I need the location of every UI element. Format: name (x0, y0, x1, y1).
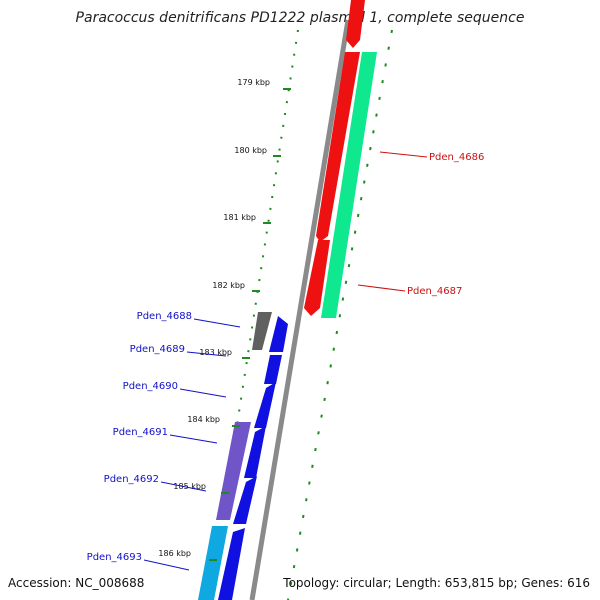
topology-summary: Topology: circular; Length: 653,815 bp; … (282, 576, 590, 590)
label-leader-line (160, 481, 207, 492)
label-leader-line (179, 388, 227, 398)
gene-pden-4686[interactable] (316, 52, 360, 242)
accession-text: Accession: NC_008688 (8, 576, 144, 590)
gene-pden-4691[interactable] (216, 422, 251, 520)
tick-label: 184 kbp (187, 415, 220, 424)
gene-pden-4694[interactable] (218, 528, 245, 600)
label-leader-line (169, 434, 218, 444)
gene-pden-4690b[interactable] (254, 382, 276, 428)
gene-label[interactable]: Pden_4686 (429, 152, 484, 163)
gene-pden-4693[interactable] (198, 526, 228, 600)
gene-label[interactable]: Pden_4688 (137, 311, 192, 322)
tick-label: 183 kbp (199, 348, 232, 357)
label-leader-line (186, 351, 227, 357)
gene-label[interactable]: Pden_4687 (407, 286, 462, 297)
gene-label[interactable]: Pden_4689 (130, 344, 185, 355)
label-leader-line (193, 318, 241, 328)
gene-pden-4687[interactable] (321, 52, 377, 318)
tick-label: 181 kbp (223, 213, 256, 222)
gene-label[interactable]: Pden_4690 (123, 381, 178, 392)
inner-tick-track (287, 29, 393, 600)
gene-pden-4689[interactable] (269, 316, 288, 352)
label-leader-line (143, 559, 190, 571)
sequence-backbone (249, 19, 351, 600)
label-leader-line (379, 151, 428, 158)
tick-label: 179 kbp (237, 78, 270, 87)
gene-label[interactable]: Pden_4692 (104, 474, 159, 485)
left-gene-labels: Pden_4688 Pden_4689 Pden_4690 Pden_4691 Pden… (87, 311, 241, 571)
label-leader-line (357, 284, 406, 292)
gene-pden-4692[interactable] (244, 426, 266, 478)
gene-pden-4685-fragment[interactable] (346, 0, 365, 48)
gene-pden-4686b[interactable] (304, 240, 330, 316)
gene-pden-4690[interactable] (264, 355, 282, 384)
tick-label: 186 kbp (158, 549, 191, 558)
tick-label: 180 kbp (234, 146, 267, 155)
tick-label: 185 kbp (173, 482, 206, 491)
gene-pden-4692b[interactable] (233, 476, 257, 524)
right-gene-labels: Pden_4686 Pden_4687 (357, 151, 484, 297)
tick-label: 182 kbp (212, 281, 245, 290)
map-title: Paracoccus denitrificans PD1222 plasmid … (76, 10, 525, 26)
kbp-ticks: 179 kbp 180 kbp 181 kbp 182 kbp 183 kbp 184 k… (158, 78, 291, 561)
gene-label[interactable]: Pden_4693 (87, 552, 142, 563)
gene-label[interactable]: Pden_4691 (113, 427, 168, 438)
gene-pden-4688[interactable] (252, 312, 272, 350)
